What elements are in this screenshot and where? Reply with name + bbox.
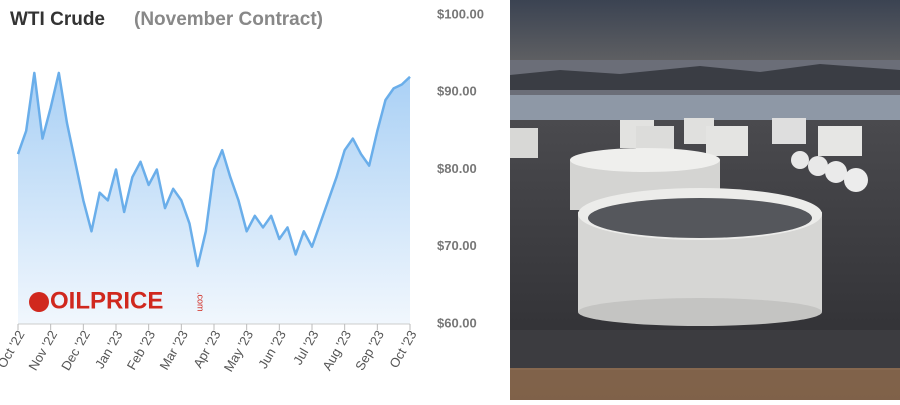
x-tick-label: Sep '23 [352,328,387,373]
x-tick-label: Jun '23 [255,328,289,371]
x-tick-label: Jul '23 [290,328,322,368]
x-tick-label: Feb '23 [124,328,158,373]
x-tick-label: Aug '23 [319,328,354,373]
line [16,71,411,268]
chart-title: WTI Crude [10,9,105,30]
watermark-logo [29,292,49,312]
watermark-suffix: .com [196,292,206,312]
y-tick-label: $60.00 [437,315,477,330]
x-tick-label: Apr '23 [190,328,223,371]
y-tick-label: $70.00 [437,238,477,253]
y-tick-label: $90.00 [437,84,477,99]
photo [510,0,900,400]
x-tick-label: Nov '22 [25,328,60,373]
x-tick-label: Mar '23 [156,328,190,373]
y-tick-label: $100.00 [437,6,484,21]
plot: $60.00 $70.00 $80.00 $90.00 $100.00 Oct '22No… [0,6,484,374]
x-tick-label: May '23 [221,328,257,375]
chart-subtitle: (November Contract) [134,9,323,30]
area [18,72,410,324]
x-tick-label: Jan '23 [92,328,126,371]
watermark: OILPRICE [50,287,163,314]
x-tick-label: Oct '23 [386,328,419,371]
x-tick-label: Oct '22 [0,328,28,371]
x-tick-label: Dec '22 [58,328,93,373]
y-tick-label: $80.00 [437,161,477,176]
